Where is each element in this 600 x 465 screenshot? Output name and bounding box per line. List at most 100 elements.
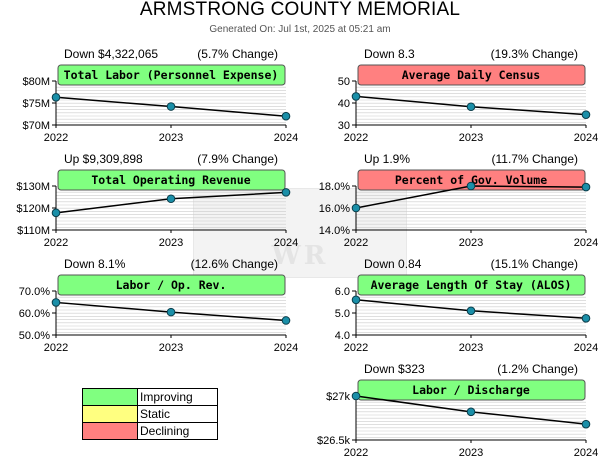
y-tick-label: 70.0% <box>19 286 50 298</box>
data-point <box>51 298 61 307</box>
chart-title: Average Daily Census <box>402 68 540 82</box>
x-tick-label: 2022 <box>44 237 68 249</box>
chart-title: Average Length Of Stay (ALOS) <box>371 278 572 292</box>
data-point <box>281 188 291 197</box>
x-tick-label: 2023 <box>159 342 183 354</box>
x-tick-label: 2022 <box>44 342 68 354</box>
x-tick-label: 2022 <box>344 132 368 144</box>
watermark-text: WR <box>271 241 329 271</box>
legend-label: Declining <box>137 422 218 440</box>
x-tick-label: 2022 <box>344 447 368 459</box>
x-tick-label: 2024 <box>574 132 598 144</box>
legend-label: Improving <box>137 388 218 406</box>
x-tick-label: 2024 <box>274 237 298 249</box>
y-tick-label: 14.0% <box>319 225 350 237</box>
change-percent: (19.3% Change) <box>491 47 578 61</box>
y-tick-label: 16.0% <box>319 203 350 215</box>
data-point <box>581 182 591 192</box>
y-tick-label: $80M <box>22 76 50 88</box>
change-percent: (7.9% Change) <box>197 152 278 166</box>
chart-title: Total Labor (Personnel Expense) <box>64 68 279 82</box>
x-tick-label: 2023 <box>459 342 483 354</box>
data-point <box>51 92 61 102</box>
status-banner <box>57 274 286 296</box>
data-point <box>466 407 476 417</box>
change-percent: (5.7% Change) <box>197 47 278 61</box>
y-tick-label: 30 <box>338 120 350 132</box>
x-tick-label: 2024 <box>574 237 598 249</box>
data-point <box>51 208 61 218</box>
change-percent: (12.6% Change) <box>191 257 278 271</box>
chart-title: Percent of Gov. Volume <box>395 173 547 187</box>
change-amount: Down 0.84 <box>364 257 422 271</box>
data-point <box>281 316 291 325</box>
y-tick-label: 18.0% <box>319 181 350 193</box>
x-tick-label: 2022 <box>44 132 68 144</box>
y-tick-label: 6.0 <box>335 286 350 298</box>
chart-total-labor: Down $4,322,065 (5.7% Change) Total Labor … <box>22 47 298 144</box>
y-tick-label: 40 <box>338 98 350 110</box>
change-amount: Down $4,322,065 <box>64 47 158 61</box>
page-title: ARMSTRONG COUNTY MEMORIAL <box>139 0 461 20</box>
data-point <box>166 307 176 317</box>
x-tick-label: 2023 <box>159 132 183 144</box>
data-point <box>351 391 361 401</box>
data-point <box>166 102 176 111</box>
x-tick-label: 2024 <box>574 342 598 354</box>
change-amount: Down $323 <box>364 362 425 376</box>
legend-item-improving: Improving <box>82 388 218 406</box>
legend-swatch-declining <box>82 422 138 440</box>
y-tick-label: $75M <box>22 98 50 110</box>
y-tick-label: 60.0% <box>19 308 50 320</box>
legend-item-declining: Declining <box>82 422 218 440</box>
x-tick-label: 2022 <box>344 237 368 249</box>
x-tick-label: 2023 <box>459 447 483 459</box>
change-amount: Up 1.9% <box>364 152 410 166</box>
change-percent: (15.1% Change) <box>491 257 578 271</box>
y-tick-label: $26.5k <box>317 435 351 447</box>
chart-average-daily-census: Down 8.3 (19.3% Change) Average Daily Cens… <box>338 47 598 144</box>
x-tick-label: 2024 <box>274 342 298 354</box>
chart-total-operating-revenue: Up $9,309,898 (7.9% Change) Total Operatin… <box>16 152 298 249</box>
legend-swatch-improving <box>82 388 138 406</box>
x-tick-label: 2023 <box>459 237 483 249</box>
data-point <box>281 111 291 121</box>
status-banner <box>357 379 586 401</box>
chart-percent-gov-volume: Up 1.9% (11.7% Change) Percent of Gov. Vol… <box>319 152 598 249</box>
watermark-logo: WR <box>193 188 407 278</box>
change-amount: Up $9,309,898 <box>64 152 143 166</box>
change-percent: (1.2% Change) <box>497 362 578 376</box>
y-tick-label: 50.0% <box>19 330 50 342</box>
legend-label: Static <box>137 405 218 423</box>
data-point <box>581 110 591 119</box>
y-tick-label: 50 <box>338 76 350 88</box>
data-point <box>581 419 591 429</box>
chart-title: Labor / Op. Rev. <box>116 278 227 292</box>
y-tick-label: 4.0 <box>335 330 350 342</box>
status-banner <box>57 169 286 191</box>
y-tick-label: $27k <box>326 391 350 403</box>
chart-average-length-of-stay: Down 0.84 (15.1% Change) Average Length Of… <box>335 257 599 354</box>
data-point <box>166 194 176 204</box>
legend-swatch-static <box>82 405 138 423</box>
x-tick-label: 2023 <box>459 132 483 144</box>
status-banner <box>357 64 586 86</box>
x-tick-label: 2024 <box>274 132 298 144</box>
data-point <box>466 102 476 112</box>
x-tick-label: 2022 <box>344 342 368 354</box>
x-tick-label: 2023 <box>159 237 183 249</box>
y-tick-label: 5.0 <box>335 308 350 320</box>
data-point <box>466 181 476 191</box>
data-point <box>351 92 361 101</box>
change-amount: Down 8.3 <box>364 47 415 61</box>
y-tick-label: $130M <box>16 181 50 193</box>
data-point <box>581 313 591 323</box>
data-point <box>351 295 361 305</box>
legend-item-static: Static <box>82 405 218 423</box>
chart-title: Labor / Discharge <box>412 383 530 397</box>
chart-title: Total Operating Revenue <box>91 173 250 187</box>
data-point <box>351 203 361 213</box>
y-tick-label: $110M <box>17 225 50 237</box>
change-percent: (11.7% Change) <box>492 152 579 166</box>
legend: Improving Static Declining <box>82 388 218 440</box>
